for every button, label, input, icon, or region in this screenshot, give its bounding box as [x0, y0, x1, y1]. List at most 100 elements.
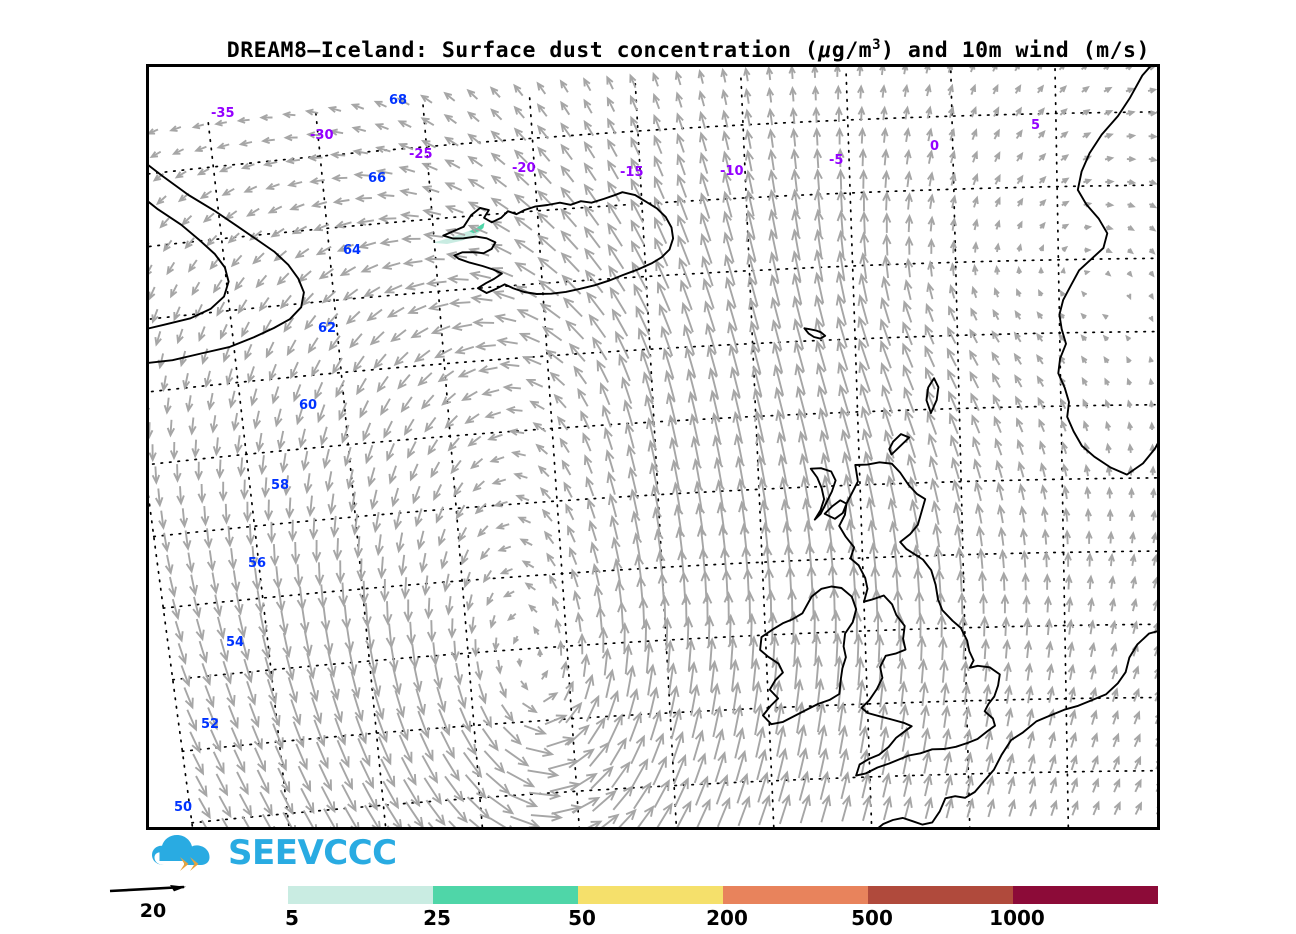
wind-arrow	[744, 69, 750, 81]
wind-arrow	[1015, 333, 1021, 341]
wind-arrow	[723, 132, 730, 150]
wind-arrow	[475, 662, 482, 679]
wind-arrow	[1156, 736, 1160, 747]
wind-arrow	[217, 774, 228, 794]
wind-arrow	[608, 162, 618, 179]
wind-arrow	[956, 549, 964, 569]
wind-arrow	[1082, 87, 1088, 92]
wind-arrow	[310, 675, 319, 700]
wind-arrow	[938, 616, 946, 638]
wind-arrow	[551, 373, 564, 385]
wind-arrow	[193, 754, 203, 774]
wind-arrow	[539, 258, 557, 273]
wind-arrow	[394, 510, 401, 528]
wind-arrow	[971, 373, 979, 388]
wind-arrow	[792, 191, 800, 214]
wind-arrow	[555, 396, 566, 408]
wind-arrow	[769, 171, 777, 193]
wind-arrow	[1022, 575, 1029, 591]
wind-arrow	[1104, 315, 1109, 319]
wind-arrow	[1156, 758, 1160, 769]
wind-arrow	[562, 232, 578, 250]
wind-arrow	[378, 557, 386, 577]
wind-arrow	[1069, 666, 1075, 680]
wind-arrow	[505, 749, 527, 765]
wind-arrow	[1134, 713, 1139, 725]
wind-arrow	[542, 672, 547, 680]
wind-arrow	[1148, 88, 1155, 92]
wind-arrow	[202, 820, 213, 830]
wind-arrow	[408, 824, 426, 830]
wind-arrow	[331, 129, 343, 135]
wind-arrow	[336, 560, 344, 581]
wind-arrow	[161, 218, 169, 227]
wind-arrow	[1030, 801, 1036, 816]
wind-arrow	[1084, 271, 1088, 275]
wind-arrow	[186, 395, 192, 410]
wind-arrow	[1039, 291, 1043, 296]
wind-arrow	[582, 656, 590, 677]
wind-arrow	[283, 812, 296, 830]
wind-arrow	[168, 262, 175, 273]
wind-arrow	[205, 685, 213, 706]
wind-arrow	[948, 86, 953, 95]
wind-arrow	[677, 156, 685, 175]
wind-arrow	[801, 796, 810, 823]
wind-arrow	[492, 132, 503, 142]
wind-arrow	[368, 310, 382, 321]
wind-arrow	[963, 708, 970, 727]
wind-arrow	[586, 478, 593, 496]
wind-arrow	[978, 550, 985, 569]
wind-arrow	[992, 64, 996, 71]
wind-arrow	[386, 285, 402, 292]
wind-arrow	[365, 287, 380, 296]
wind-arrow	[375, 354, 386, 367]
wind-arrow	[260, 298, 269, 310]
wind-arrow	[601, 384, 610, 405]
wind-arrow	[198, 484, 205, 502]
wind-arrow	[339, 245, 354, 251]
wind-arrow	[168, 420, 175, 435]
wind-arrow	[971, 86, 976, 95]
wind-arrow	[591, 544, 598, 564]
wind-arrow	[483, 729, 498, 750]
wind-arrow	[722, 91, 728, 105]
wind-arrow	[232, 413, 239, 429]
colorbar-tick-5: 5	[285, 906, 299, 930]
wind-arrow	[214, 437, 221, 454]
wind-arrow	[1037, 356, 1043, 364]
wind-arrow	[994, 396, 1001, 410]
wind-arrow	[176, 621, 183, 640]
wind-arrow	[904, 129, 910, 142]
wind-arrow	[449, 618, 456, 636]
wind-arrow	[975, 483, 982, 501]
wind-arrow	[355, 149, 368, 155]
wind-arrow	[626, 424, 634, 449]
wind-arrow	[589, 522, 596, 541]
wind-arrow	[451, 299, 470, 306]
wind-arrow	[882, 278, 890, 301]
wind-arrow	[1127, 180, 1134, 184]
wind-arrow	[1110, 600, 1116, 612]
wind-arrow	[172, 599, 179, 618]
wind-arrow	[791, 109, 797, 124]
wind-arrow	[838, 212, 846, 235]
wind-arrow	[906, 216, 913, 232]
wind-arrow	[695, 755, 706, 783]
wind-arrow	[402, 577, 410, 597]
wind-arrow	[519, 518, 530, 523]
wind-arrow	[590, 743, 609, 766]
wind-arrow	[219, 796, 230, 816]
wind-arrow	[307, 496, 314, 515]
wind-arrow	[201, 506, 208, 524]
wind-arrow	[146, 243, 149, 253]
wind-arrow	[326, 471, 333, 490]
wind-arrow	[874, 613, 882, 640]
wind-arrow	[1106, 203, 1113, 207]
wind-arrow	[190, 732, 199, 752]
wind-arrow	[1104, 88, 1111, 92]
wind-arrow	[365, 805, 380, 830]
wind-arrow	[1105, 380, 1109, 386]
wind-arrow	[360, 242, 376, 248]
wind-arrow	[789, 67, 795, 79]
